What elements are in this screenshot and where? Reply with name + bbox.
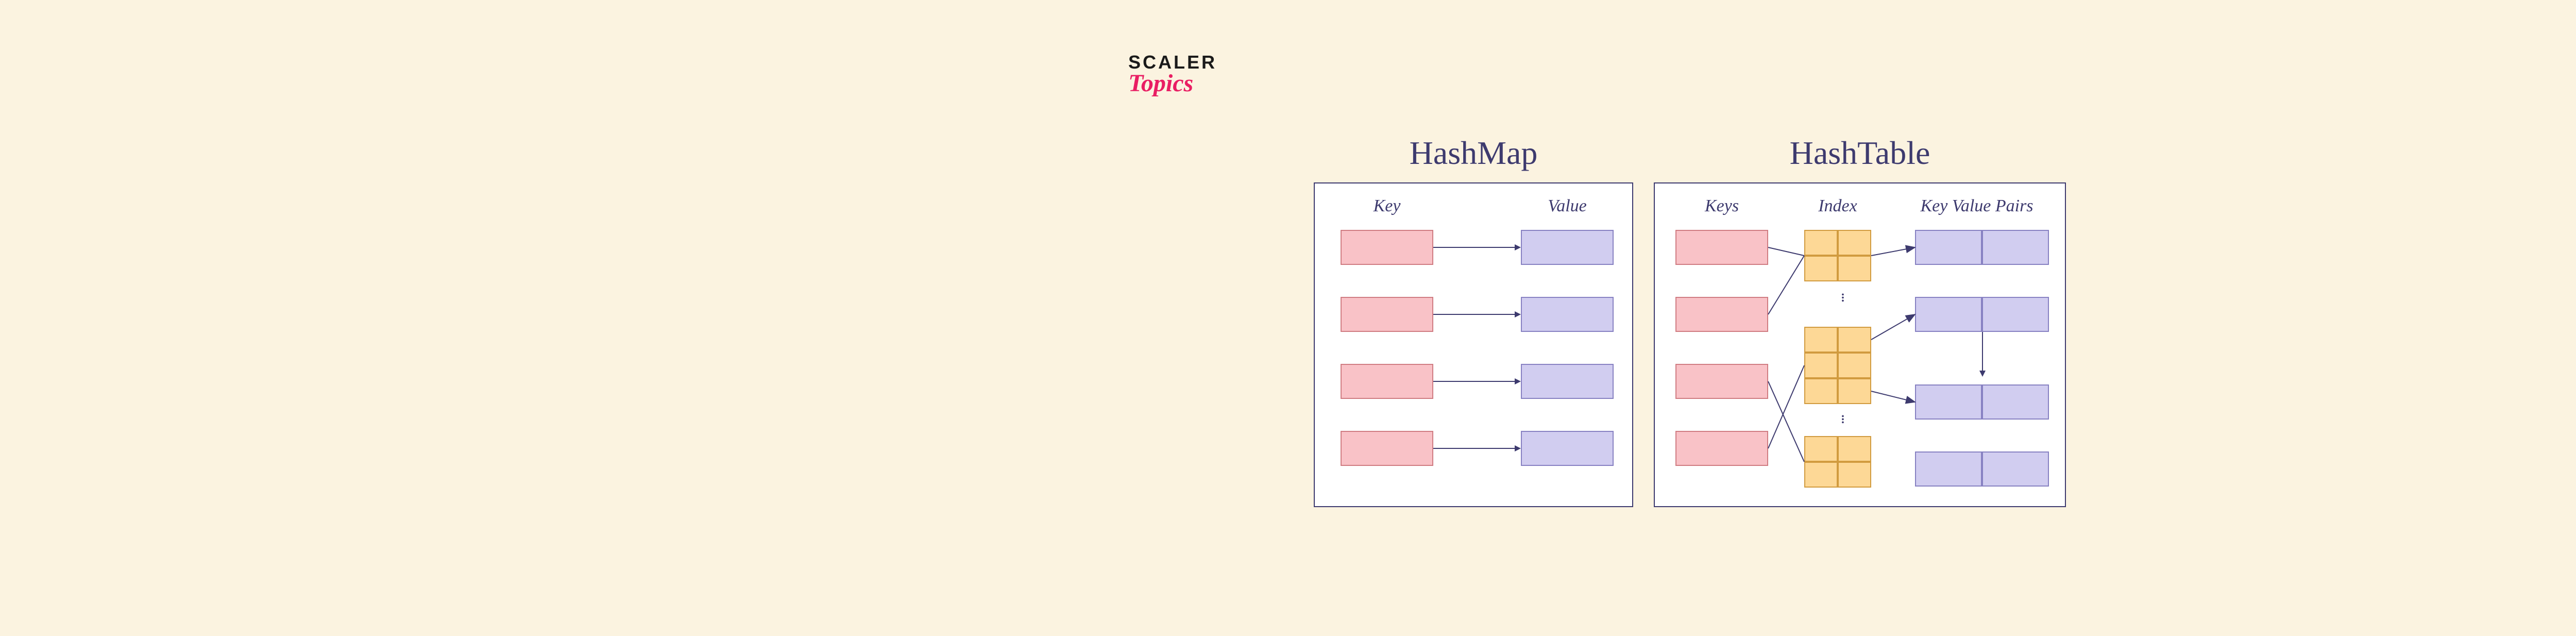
hashmap-value-1: [1521, 297, 1614, 332]
hashtable-key-3: [1675, 431, 1768, 466]
hashtable-index-cell: [1838, 327, 1871, 353]
hashtable-index-cell: [1838, 436, 1871, 462]
pair-chain-arrow: [1982, 332, 1983, 372]
vertical-dots-icon: •••: [1833, 294, 1853, 303]
hashmap-value-0: [1521, 230, 1614, 265]
hashmap-key-3: [1341, 431, 1433, 466]
hashtable-panel: HashTable Keys Index Key Value Pairs ••• •••: [1654, 134, 2066, 507]
hashtable-box: Keys Index Key Value Pairs ••• •••: [1654, 182, 2066, 507]
hashmap-arrow-0: [1433, 247, 1515, 248]
hashtable-title: HashTable: [1790, 134, 1930, 172]
hashmap-key-2: [1341, 364, 1433, 399]
hashtable-index-cell: [1838, 462, 1871, 488]
hashtable-keys-header: Keys: [1675, 196, 1768, 216]
hashtable-pair-2-cell-0: [1915, 384, 1982, 420]
hashtable-pair-0-cell-0: [1915, 230, 1982, 265]
hashtable-pair-1-cell-0: [1915, 297, 1982, 332]
hashmap-key-header: Key: [1341, 196, 1433, 216]
hashtable-index-cell: [1804, 353, 1838, 378]
hashmap-title: HashMap: [1410, 134, 1538, 172]
hashtable-pair-2-cell-1: [1982, 384, 2049, 420]
arrow-head-icon: [1515, 244, 1521, 250]
hashtable-pair-3-cell-1: [1982, 451, 2049, 487]
arrow-head-down-icon: [1979, 371, 1986, 377]
hashtable-index-cell: [1804, 378, 1838, 404]
hashtable-index-header: Index: [1804, 196, 1871, 216]
hashmap-value-header: Value: [1521, 196, 1614, 216]
logo-line2: Topics: [1128, 69, 1217, 97]
hashtable-index-cell: [1838, 378, 1871, 404]
hashmap-arrow-1: [1433, 314, 1515, 315]
hashmap-arrow-3: [1433, 448, 1515, 449]
hashtable-index-cell: [1804, 327, 1838, 353]
arrow-head-icon: [1515, 445, 1521, 451]
hashmap-box: Key Value: [1314, 182, 1633, 507]
hashtable-index-cell: [1804, 462, 1838, 488]
hashtable-index-cell: [1804, 256, 1838, 281]
hashtable-index-cell: [1804, 436, 1838, 462]
hashtable-pair-1-cell-1: [1982, 297, 2049, 332]
diagram-canvas: SCALER Topics HashMap Key Value HashTable…: [0, 0, 2576, 636]
hashmap-key-0: [1341, 230, 1433, 265]
hashtable-pairs-header: Key Value Pairs: [1902, 196, 2052, 216]
hashtable-key-2: [1675, 364, 1768, 399]
scaler-topics-logo: SCALER Topics: [1128, 52, 1217, 97]
vertical-dots-icon: •••: [1833, 415, 1853, 425]
hashmap-value-3: [1521, 431, 1614, 466]
hashtable-pair-3-cell-0: [1915, 451, 1982, 487]
arrow-head-icon: [1515, 378, 1521, 384]
hashtable-index-cell: [1838, 353, 1871, 378]
hashtable-index-cell: [1838, 256, 1871, 281]
hashmap-value-2: [1521, 364, 1614, 399]
arrow-head-icon: [1515, 311, 1521, 317]
hashmap-key-1: [1341, 297, 1433, 332]
hashtable-index-cell: [1838, 230, 1871, 256]
hashtable-index-cell: [1804, 230, 1838, 256]
hashtable-key-0: [1675, 230, 1768, 265]
diagram-wrap: HashMap Key Value HashTable Keys Index Key …: [1314, 134, 2066, 507]
hashtable-key-1: [1675, 297, 1768, 332]
hashmap-panel: HashMap Key Value: [1314, 134, 1633, 507]
hashmap-arrow-2: [1433, 381, 1515, 382]
hashtable-pair-0-cell-1: [1982, 230, 2049, 265]
